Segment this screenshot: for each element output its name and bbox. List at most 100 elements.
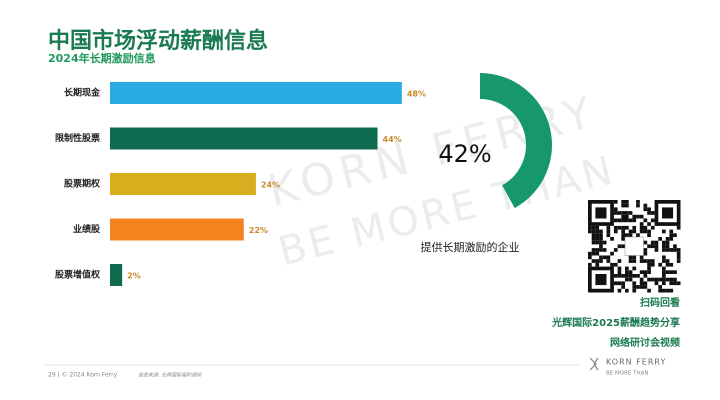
qr-module bbox=[647, 244, 651, 249]
bar bbox=[110, 218, 244, 241]
qr-module bbox=[650, 244, 655, 249]
qr-module bbox=[643, 259, 648, 263]
qr-module bbox=[617, 274, 622, 278]
qr-module bbox=[639, 285, 644, 289]
value-label: 22% bbox=[249, 226, 268, 235]
qr-module bbox=[643, 218, 648, 223]
qr-module bbox=[643, 251, 648, 256]
qr-module bbox=[625, 277, 629, 282]
category-label: 股票增值权 bbox=[55, 269, 101, 281]
qr-module bbox=[676, 259, 681, 263]
qr-module bbox=[647, 229, 651, 234]
qr-module bbox=[643, 203, 648, 208]
qr-module bbox=[658, 285, 662, 289]
qr-module bbox=[588, 251, 592, 256]
qr-module bbox=[613, 211, 618, 215]
qr-module bbox=[673, 233, 677, 237]
qr-module bbox=[613, 274, 618, 278]
qr-module bbox=[628, 211, 633, 215]
qr-module bbox=[650, 240, 655, 245]
qr-module bbox=[599, 240, 603, 245]
qr-module bbox=[606, 255, 611, 260]
qr-module bbox=[606, 233, 611, 237]
qr-module bbox=[639, 222, 644, 226]
qr-module bbox=[669, 229, 674, 234]
footer-logo-tagline: BE MORE THAN bbox=[606, 371, 649, 377]
qr-module bbox=[662, 266, 666, 271]
qr-module bbox=[606, 225, 611, 230]
category-label: 限制性股票 bbox=[55, 132, 100, 144]
qr-module bbox=[588, 255, 592, 260]
qr-module bbox=[636, 203, 640, 208]
qr-module bbox=[632, 214, 637, 219]
qr-module bbox=[617, 281, 622, 286]
value-label: 48% bbox=[407, 90, 426, 99]
qr-module bbox=[621, 285, 625, 289]
qr-module bbox=[662, 229, 666, 234]
qr-module bbox=[595, 229, 600, 234]
qr-module bbox=[595, 251, 600, 256]
qr-caption: 光辉国际2025薪酬趋势分享 bbox=[551, 316, 680, 329]
donut-caption: 提供长期激励的企业 bbox=[421, 240, 520, 254]
qr-module bbox=[613, 200, 618, 204]
qr-module bbox=[617, 218, 622, 223]
qr-module bbox=[595, 259, 600, 263]
qr-module bbox=[591, 229, 596, 234]
category-label: 长期现金 bbox=[64, 87, 101, 99]
qr-module bbox=[643, 240, 648, 245]
qr-module bbox=[643, 248, 648, 252]
qr-module bbox=[602, 255, 607, 260]
qr-module bbox=[595, 240, 600, 245]
qr-module bbox=[636, 200, 640, 204]
qr-module bbox=[628, 274, 633, 278]
qr-module bbox=[673, 244, 677, 249]
qr-module bbox=[669, 270, 674, 274]
qr-module bbox=[665, 237, 670, 241]
qr-module bbox=[654, 277, 659, 282]
qr-finder-core bbox=[595, 274, 607, 286]
qr-module bbox=[625, 203, 629, 208]
qr-module bbox=[665, 270, 670, 274]
qr-module bbox=[665, 288, 670, 293]
qr-module bbox=[595, 248, 600, 252]
qr-module bbox=[654, 248, 659, 252]
qr-module bbox=[632, 218, 637, 223]
qr-module bbox=[676, 255, 681, 260]
qr-module bbox=[617, 270, 622, 274]
qr-module bbox=[654, 240, 659, 245]
qr-module bbox=[658, 262, 662, 267]
qr-module bbox=[621, 203, 625, 208]
qr-module bbox=[613, 262, 618, 267]
qr-module bbox=[658, 277, 662, 282]
qr-module bbox=[625, 225, 629, 230]
qr-module bbox=[676, 225, 681, 230]
qr-module bbox=[621, 233, 625, 237]
qr-module bbox=[643, 274, 648, 278]
qr-module bbox=[595, 237, 600, 241]
qr-module bbox=[621, 274, 625, 278]
qr-module bbox=[669, 248, 674, 252]
qr-module bbox=[647, 270, 651, 274]
qr-logo bbox=[624, 236, 644, 256]
qr-module bbox=[650, 277, 655, 282]
qr-module bbox=[650, 218, 655, 223]
qr-module bbox=[669, 281, 674, 286]
qr-module bbox=[647, 266, 651, 271]
qr-module bbox=[639, 270, 644, 274]
qr-module bbox=[617, 211, 622, 215]
qr-module bbox=[676, 281, 681, 286]
qr-module bbox=[625, 274, 629, 278]
qr-module bbox=[588, 225, 592, 230]
qr-module bbox=[613, 229, 618, 234]
bar bbox=[110, 173, 256, 195]
qr-module bbox=[669, 262, 674, 267]
qr-module bbox=[621, 244, 625, 249]
qr-module bbox=[621, 225, 625, 230]
qr-module bbox=[617, 266, 622, 271]
qr-module bbox=[632, 281, 637, 286]
qr-module bbox=[591, 233, 596, 237]
bar bbox=[110, 264, 123, 286]
qr-module bbox=[662, 259, 666, 263]
qr-module bbox=[621, 281, 625, 286]
